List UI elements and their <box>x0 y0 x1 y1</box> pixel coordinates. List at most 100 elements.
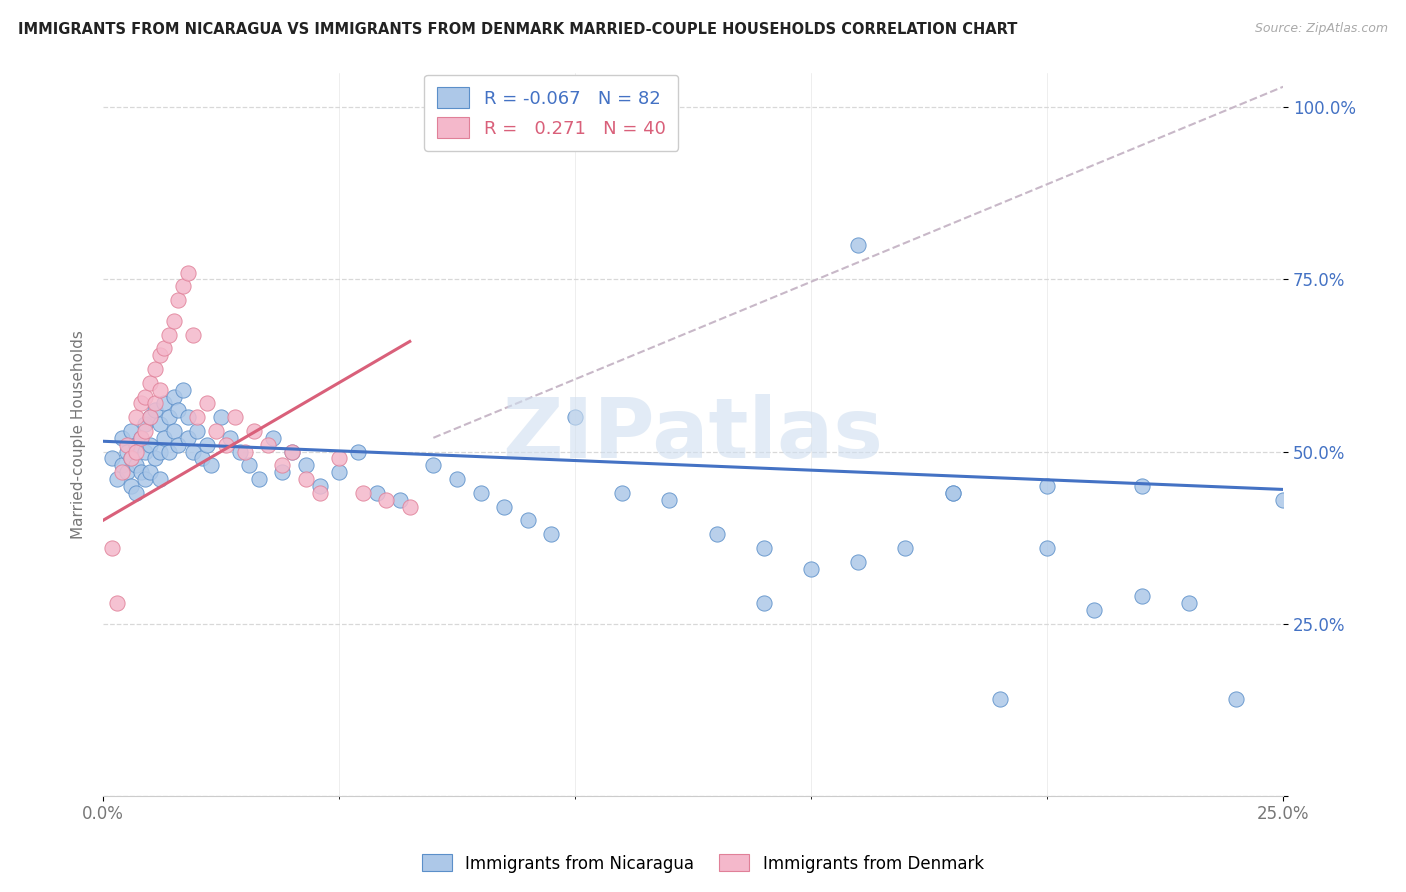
Point <box>111 431 134 445</box>
Point <box>105 472 128 486</box>
Point <box>134 472 156 486</box>
Point <box>177 266 200 280</box>
Point <box>143 403 166 417</box>
Point <box>205 424 228 438</box>
Point <box>148 472 170 486</box>
Point <box>1036 479 1059 493</box>
Point <box>894 541 917 555</box>
Point <box>262 431 284 445</box>
Point <box>191 451 214 466</box>
Point <box>186 410 208 425</box>
Point <box>366 486 388 500</box>
Point <box>238 458 260 473</box>
Point <box>148 348 170 362</box>
Point <box>157 410 180 425</box>
Point <box>389 492 412 507</box>
Point <box>177 431 200 445</box>
Point <box>195 396 218 410</box>
Point <box>800 561 823 575</box>
Point <box>125 486 148 500</box>
Point <box>1130 479 1153 493</box>
Point <box>214 438 236 452</box>
Point <box>157 444 180 458</box>
Point <box>516 513 538 527</box>
Point <box>120 424 142 438</box>
Point <box>139 410 162 425</box>
Point <box>752 541 775 555</box>
Point <box>120 451 142 466</box>
Point <box>942 486 965 500</box>
Point <box>422 458 444 473</box>
Point <box>347 444 370 458</box>
Point <box>309 486 332 500</box>
Point <box>328 465 350 479</box>
Point <box>125 410 148 425</box>
Point <box>172 383 194 397</box>
Text: Source: ZipAtlas.com: Source: ZipAtlas.com <box>1254 22 1388 36</box>
Point <box>295 458 318 473</box>
Point <box>139 465 162 479</box>
Point <box>309 479 332 493</box>
Point <box>134 424 156 438</box>
Point <box>134 417 156 431</box>
Point <box>111 458 134 473</box>
Point <box>153 431 176 445</box>
Point <box>295 472 318 486</box>
Point <box>328 451 350 466</box>
Text: IMMIGRANTS FROM NICARAGUA VS IMMIGRANTS FROM DENMARK MARRIED-COUPLE HOUSEHOLDS C: IMMIGRANTS FROM NICARAGUA VS IMMIGRANTS … <box>18 22 1018 37</box>
Point <box>115 465 138 479</box>
Point <box>271 465 294 479</box>
Text: ZIPatlas: ZIPatlas <box>502 394 883 475</box>
Point <box>280 444 302 458</box>
Point <box>1272 492 1295 507</box>
Point <box>167 403 190 417</box>
Point <box>988 692 1011 706</box>
Point <box>115 444 138 458</box>
Point <box>167 293 190 307</box>
Point <box>280 444 302 458</box>
Point <box>540 527 562 541</box>
Point <box>564 410 586 425</box>
Point <box>148 417 170 431</box>
Point <box>233 444 256 458</box>
Point <box>1083 603 1105 617</box>
Point <box>143 451 166 466</box>
Point <box>129 465 152 479</box>
Point <box>352 486 374 500</box>
Point <box>243 424 266 438</box>
Point <box>186 424 208 438</box>
Point <box>846 555 869 569</box>
Y-axis label: Married-couple Households: Married-couple Households <box>72 330 86 539</box>
Point <box>134 444 156 458</box>
Point <box>101 541 124 555</box>
Point <box>706 527 728 541</box>
Point <box>129 431 152 445</box>
Point <box>120 479 142 493</box>
Point <box>752 596 775 610</box>
Point <box>143 396 166 410</box>
Point <box>115 438 138 452</box>
Point <box>658 492 681 507</box>
Point <box>181 444 204 458</box>
Point <box>143 362 166 376</box>
Point <box>125 438 148 452</box>
Point <box>139 376 162 390</box>
Point <box>1130 589 1153 603</box>
Point <box>134 390 156 404</box>
Point <box>494 500 516 514</box>
Point <box>224 410 246 425</box>
Point <box>200 458 222 473</box>
Point <box>125 444 148 458</box>
Point <box>139 410 162 425</box>
Point <box>111 465 134 479</box>
Legend: Immigrants from Nicaragua, Immigrants from Denmark: Immigrants from Nicaragua, Immigrants fr… <box>415 847 991 880</box>
Point <box>398 500 420 514</box>
Point <box>163 424 186 438</box>
Point <box>470 486 492 500</box>
Point <box>375 492 398 507</box>
Point <box>139 438 162 452</box>
Point <box>125 458 148 473</box>
Point <box>148 383 170 397</box>
Point <box>257 438 280 452</box>
Point <box>1225 692 1247 706</box>
